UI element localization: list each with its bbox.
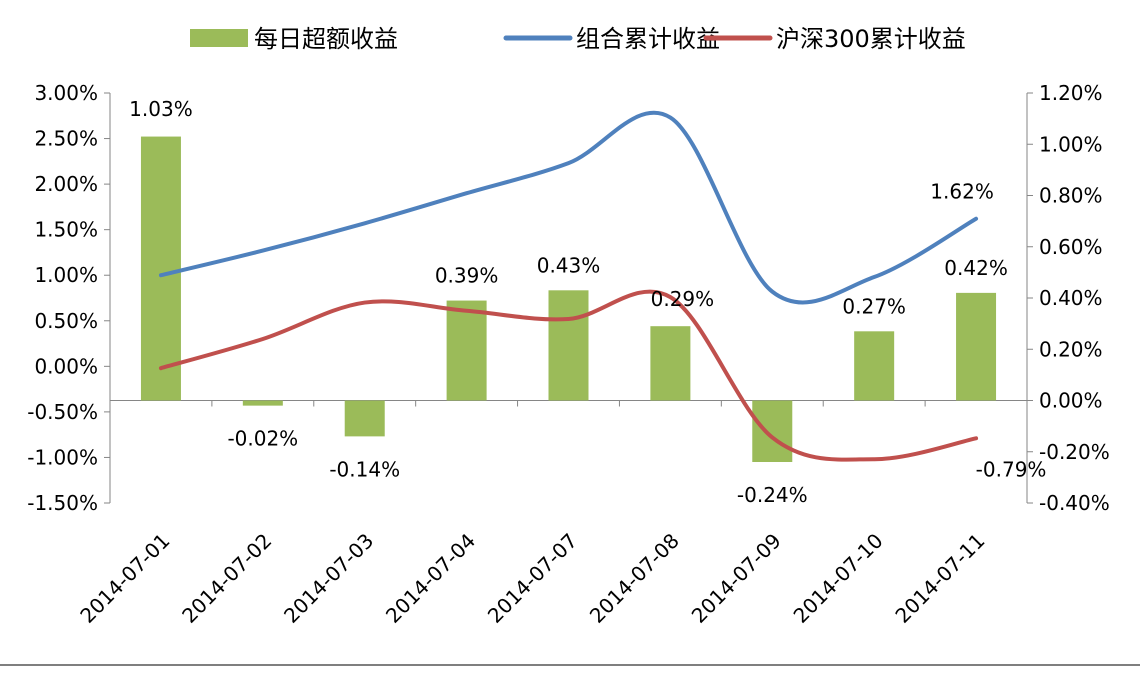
x-tick-label: 2014-07-02 (177, 529, 276, 628)
hs300-line (158, 289, 979, 462)
bar (140, 136, 181, 401)
y-right-tick-label: -0.40% (1039, 491, 1110, 515)
portfolio-end-label: 1.62% (930, 180, 994, 204)
bar (242, 400, 283, 406)
y-left-tick-label: -0.50% (27, 400, 98, 424)
bar (650, 326, 691, 401)
bar-data-label: -0.24% (737, 483, 808, 507)
x-tick-label: 2014-07-09 (687, 529, 786, 628)
bar-data-label: 0.42% (944, 256, 1008, 280)
bar (752, 400, 793, 462)
y-left-tick-label: 0.50% (34, 309, 98, 333)
y-right-tick-label: -0.20% (1039, 440, 1110, 464)
y-right-tick-label: 0.00% (1039, 389, 1103, 413)
bar-data-label: 0.27% (842, 294, 906, 318)
bar-series (140, 136, 997, 462)
bar-data-label: 0.43% (537, 253, 601, 277)
y-left-tick-label: 2.50% (34, 127, 98, 151)
bar-data-label: 0.39% (435, 264, 499, 288)
legend-label: 沪深300累计收益 (776, 25, 966, 53)
bar (344, 400, 385, 437)
y-left-tick-label: 3.00% (34, 81, 98, 105)
legend-label: 每日超额收益 (254, 25, 398, 53)
legend-label: 组合累计收益 (576, 25, 720, 53)
bar-data-label: 0.29% (651, 287, 715, 311)
x-tick-label: 2014-07-10 (789, 529, 888, 628)
bar-data-label: -0.02% (227, 427, 298, 451)
x-tick-label: 2014-07-08 (585, 529, 684, 628)
bottom-border (0, 664, 1140, 666)
y-left-tick-label: 1.50% (34, 218, 98, 242)
y-left-tick-label: -1.00% (27, 445, 98, 469)
y-right-tick-label: 1.20% (1039, 81, 1103, 105)
x-tick-label: 2014-07-03 (279, 529, 378, 628)
x-tick-label: 2014-07-01 (75, 529, 174, 628)
bar (956, 292, 997, 401)
y-right-tick-label: 0.20% (1039, 337, 1103, 361)
bar (446, 300, 487, 401)
y-left-tick-label: -1.50% (27, 491, 98, 515)
x-tick-label: 2014-07-07 (483, 529, 582, 628)
hs300-end-label: -0.79% (976, 457, 1047, 481)
legend: 每日超额收益 组合累计收益 沪深300累计收益 (190, 25, 966, 53)
portfolio-line (158, 110, 979, 305)
y-left-tick-label: 1.00% (34, 263, 98, 287)
y-right-tick-label: 1.00% (1039, 132, 1103, 156)
bar (854, 331, 895, 401)
y-left-tick-label: 0.00% (34, 354, 98, 378)
y-right-tick-label: 0.80% (1039, 184, 1103, 208)
bar-data-label: 1.03% (129, 97, 193, 121)
y-left-tick-label: 2.00% (34, 172, 98, 196)
data-labels: 1.03% -0.02% -0.14% 0.39% 0.43% 0.29% -0.24% 0.… (129, 97, 1046, 507)
y-right-tick-label: 0.40% (1039, 286, 1103, 310)
x-tick-label: 2014-07-11 (890, 529, 989, 628)
bar (548, 290, 589, 401)
bar-data-label: -0.14% (329, 457, 400, 481)
legend-swatch-bar (190, 29, 248, 47)
y-right-tick-label: 0.60% (1039, 235, 1103, 259)
x-tick-label: 2014-07-04 (381, 529, 480, 628)
line-series (158, 110, 979, 462)
